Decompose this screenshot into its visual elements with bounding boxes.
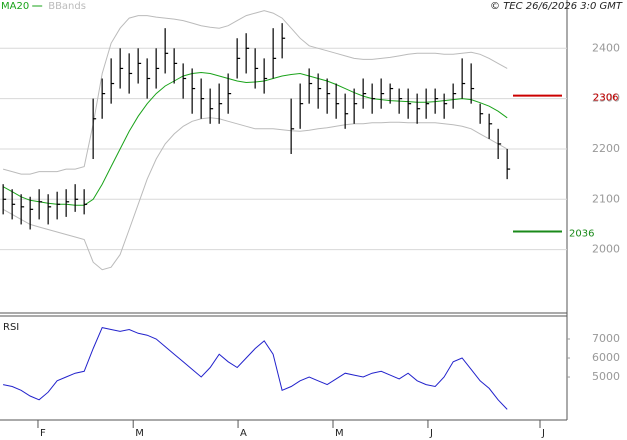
y-tick-label: 2300 — [592, 92, 620, 105]
level-label: 2306 — [593, 93, 618, 104]
x-tick-label: M — [335, 428, 344, 439]
x-tick-label: M — [135, 428, 144, 439]
y-tick-label: 2000 — [592, 243, 620, 256]
y-tick-label: 2400 — [592, 41, 620, 54]
legend-label: MA20 — [1, 1, 29, 12]
panel-title: RSI — [3, 322, 19, 333]
x-tick-label: F — [40, 428, 46, 439]
legend-label: BBands — [48, 1, 86, 12]
bollinger-band — [2, 117, 508, 271]
bollinger-band — [2, 10, 508, 175]
copyright: © TEC 26/6/2026 3:0 GMT — [490, 1, 623, 12]
y-tick-label: 6000 — [592, 351, 620, 364]
y-tick-label: 2200 — [592, 142, 620, 155]
level-label: 2036 — [569, 228, 594, 239]
y-tick-label: 5000 — [592, 370, 620, 383]
x-tick-label: J — [429, 428, 433, 439]
y-tick-label: 2100 — [592, 192, 620, 205]
x-tick-label: A — [240, 428, 247, 439]
rsi-line — [2, 327, 508, 410]
y-tick-label: 7000 — [592, 332, 620, 345]
x-tick-label: J — [541, 428, 545, 439]
